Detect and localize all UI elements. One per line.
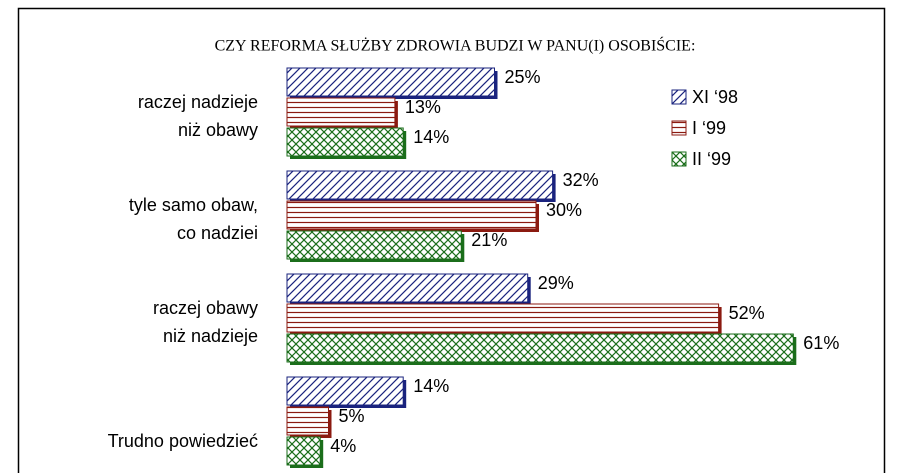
- bar: [286, 170, 554, 200]
- value-label: 30%: [546, 200, 582, 220]
- value-label: 25%: [505, 67, 541, 87]
- legend-swatch: [671, 89, 687, 105]
- value-label: 52%: [729, 303, 765, 323]
- value-label: 5%: [339, 406, 365, 426]
- legend-label: I ‘99: [692, 118, 726, 138]
- value-label: 32%: [563, 170, 599, 190]
- value-label: 21%: [471, 230, 507, 250]
- bar: [286, 436, 321, 466]
- category-label: co nadziei: [177, 223, 258, 243]
- value-label: 61%: [803, 333, 839, 353]
- bar: [286, 303, 720, 333]
- value-label: 13%: [405, 97, 441, 117]
- bar: [286, 200, 537, 230]
- legend-swatch: [671, 151, 687, 167]
- legend-label: II ‘99: [692, 149, 731, 169]
- bar: [286, 67, 495, 97]
- category-label: niż obawy: [178, 120, 258, 140]
- chart-title: CZY REFORMA SŁUŻBY ZDROWIA BUDZI W PANU(…: [215, 36, 696, 55]
- legend-label: XI ‘98: [692, 87, 738, 107]
- category-label: Trudno powiedzieć: [108, 431, 258, 451]
- bar: [286, 333, 794, 363]
- value-label: 29%: [538, 273, 574, 293]
- bar: [286, 406, 329, 436]
- bar: [286, 230, 462, 260]
- category-label: niż nadzieje: [163, 326, 258, 346]
- legend-swatch: [671, 120, 687, 136]
- bar: [286, 127, 404, 157]
- bar: [286, 97, 396, 127]
- bar: [286, 273, 529, 303]
- value-label: 14%: [413, 127, 449, 147]
- category-label: tyle samo obaw,: [129, 195, 258, 215]
- frame: [17, 7, 886, 473]
- category-label: raczej nadzieje: [138, 92, 258, 112]
- value-label: 14%: [413, 376, 449, 396]
- value-label: 4%: [330, 436, 356, 456]
- category-label: raczej obawy: [153, 298, 258, 318]
- bar: [286, 376, 404, 406]
